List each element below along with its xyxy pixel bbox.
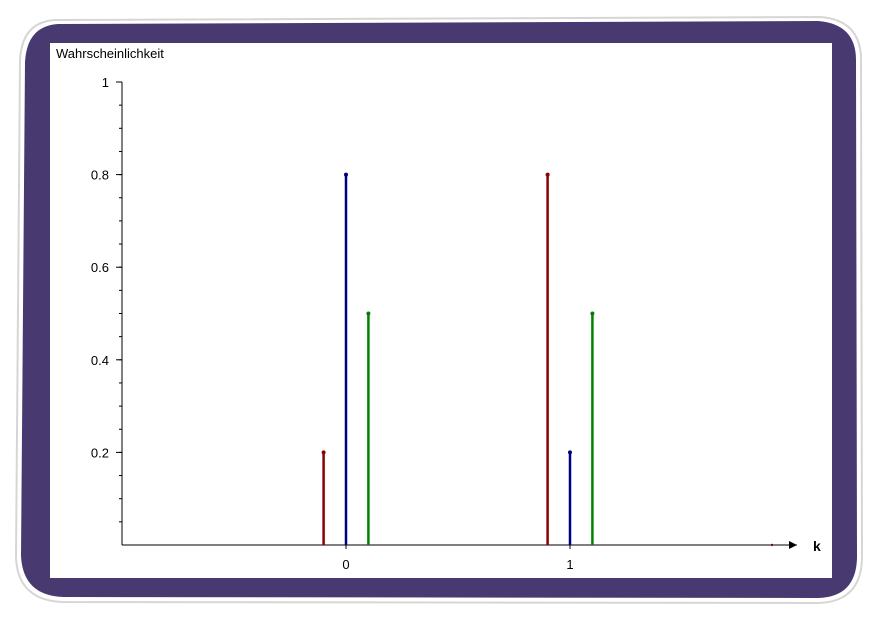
stem-point <box>545 172 550 177</box>
y-tick-label: 0.4 <box>91 353 109 368</box>
x-axis-title: k <box>813 538 821 554</box>
y-tick-label: 0.2 <box>91 445 109 460</box>
y-ticks: 0.2 0.4 0.6 0.8 1 <box>91 75 122 523</box>
y-tick-label: 1 <box>102 75 109 90</box>
axes <box>121 82 797 549</box>
frame-outline <box>14 15 864 605</box>
stem-point <box>321 450 326 455</box>
stem-point <box>366 311 371 316</box>
y-axis-title: Wahrscheinlichkeit <box>56 46 164 61</box>
stems <box>321 172 774 547</box>
y-tick-label: 0.6 <box>91 260 109 275</box>
y-tick-label: 0.8 <box>91 168 109 183</box>
x-tick-label: 0 <box>342 557 349 572</box>
plot-background <box>50 43 832 578</box>
stem-point <box>568 450 572 455</box>
stem-point <box>590 311 595 316</box>
stem-point <box>344 172 348 177</box>
x-axis-arrow <box>789 541 797 549</box>
axis-end-marker <box>770 543 774 547</box>
x-tick-label: 1 <box>566 557 573 572</box>
